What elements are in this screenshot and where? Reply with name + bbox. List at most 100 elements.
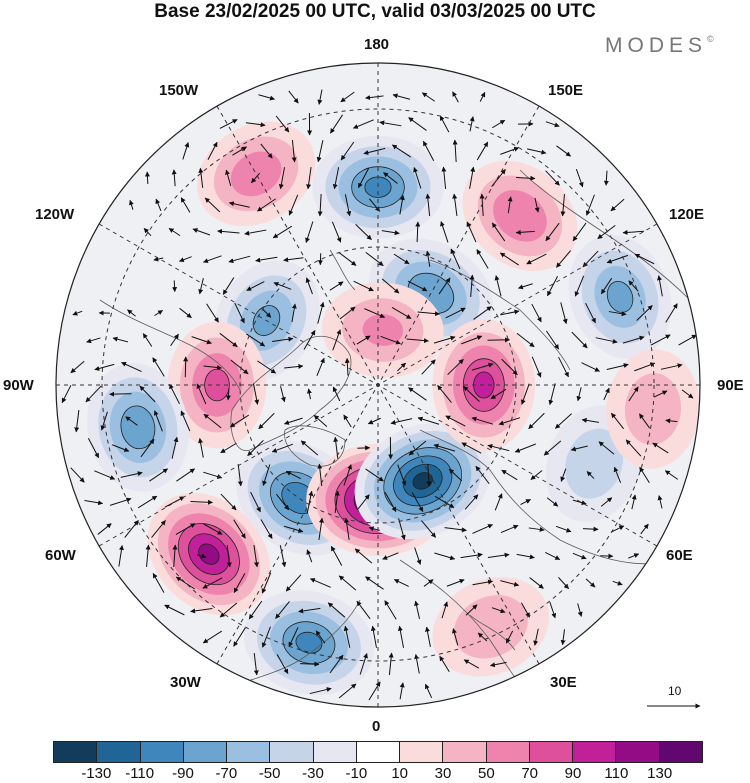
wind-arrow	[408, 117, 427, 131]
wind-arrow	[203, 413, 222, 429]
wind-arrow	[469, 116, 475, 132]
wind-arrow	[628, 386, 639, 402]
wind-arrow	[202, 630, 223, 644]
wind-arrow	[316, 357, 325, 376]
wind-arrow	[678, 334, 697, 346]
wind-arrow	[576, 387, 582, 402]
map-border	[55, 62, 701, 708]
wind-arrow	[414, 600, 420, 619]
wind-arrow	[180, 197, 191, 213]
wind-arrow	[560, 629, 566, 646]
wind-arrow	[291, 303, 297, 323]
wind-arrow	[171, 436, 179, 459]
wind-arrow	[344, 194, 352, 217]
lon-label-90e: 90E	[717, 377, 744, 394]
wind-arrow	[494, 275, 502, 297]
colorbar-swatch	[54, 742, 98, 762]
anomaly-north-pacific-low	[312, 135, 444, 239]
wind-arrow	[276, 654, 289, 675]
wind-arrow	[414, 547, 422, 565]
wind-arrow	[572, 499, 587, 506]
colorbar-tick-label: -70	[215, 765, 238, 782]
wind-arrow	[421, 359, 436, 375]
wind-arrow	[639, 466, 650, 484]
wind-arrow	[257, 360, 277, 374]
wind-arrow	[531, 303, 542, 323]
wind-arrow	[381, 230, 400, 236]
wind-arrow	[461, 442, 482, 454]
wind-arrow	[408, 387, 427, 401]
wind-arrow	[556, 145, 572, 157]
wind-arrow	[219, 602, 238, 618]
wind-arrow	[498, 417, 521, 426]
wind-arrow	[152, 572, 165, 593]
wind-arrow	[261, 572, 272, 594]
wind-arrow	[501, 469, 518, 481]
wind-arrow	[367, 417, 381, 425]
wind-arrow	[463, 386, 480, 402]
wind-arrow	[151, 520, 166, 538]
colorbar-tick-label: 10	[391, 765, 408, 782]
wind-arrow	[285, 574, 302, 592]
wind-arrow	[558, 356, 569, 378]
wind-arrow	[124, 520, 139, 538]
wind-arrow	[330, 114, 344, 134]
wind-arrow	[275, 115, 290, 133]
wind-arrow	[190, 499, 214, 505]
wind-arrow	[393, 253, 410, 265]
wind-arrow	[407, 280, 428, 292]
wind-arrow	[469, 166, 476, 189]
wind-arrow	[606, 254, 629, 264]
wind-arrow	[327, 602, 346, 618]
wind-arrow	[317, 89, 323, 105]
colorbar-tick-label: 50	[477, 765, 495, 782]
wind-arrow	[140, 438, 155, 458]
colorbar-swatch	[573, 742, 617, 762]
wind-arrow	[191, 336, 212, 345]
wind-arrow	[417, 416, 440, 425]
wind-arrow	[520, 498, 531, 506]
wind-arrow	[487, 443, 510, 452]
wind-arrow	[155, 198, 162, 212]
wind-arrow	[491, 607, 506, 614]
wind-arrow	[154, 309, 163, 317]
wind-arrow	[657, 495, 663, 509]
wind-arrow	[363, 147, 386, 155]
wind-arrow	[145, 544, 151, 568]
wind-arrow	[472, 579, 494, 586]
wind-arrow	[434, 552, 456, 561]
wind-arrow	[340, 91, 355, 103]
wind-arrow	[560, 302, 568, 325]
wind-arrow	[330, 545, 343, 566]
wind-arrow	[452, 193, 458, 216]
colorbar-swatch	[486, 742, 530, 762]
reference-vector-label: 10	[668, 684, 682, 698]
wind-arrow	[313, 414, 328, 428]
colorbar-swatch	[659, 742, 702, 762]
wind-arrow	[233, 627, 246, 647]
wind-arrow	[520, 383, 530, 405]
wind-arrow	[233, 519, 246, 539]
wind-arrow	[681, 389, 694, 399]
colorbar-swatch	[313, 742, 357, 762]
wind-arrow	[352, 119, 374, 129]
colorbar-tick-label: -130	[81, 765, 112, 782]
wind-arrow	[298, 607, 321, 614]
wind-arrow	[172, 280, 178, 293]
anomaly-iberia-low	[244, 590, 374, 696]
colorbar-tick-label: 90	[564, 765, 582, 782]
wind-arrow	[585, 578, 596, 588]
wind-arrow	[548, 383, 556, 406]
wind-arrow	[356, 335, 371, 345]
wind-arrow	[600, 277, 613, 295]
wind-arrow	[397, 625, 405, 648]
wind-arrow	[207, 141, 218, 160]
wind-arrow	[365, 468, 384, 482]
colorbar-swatch	[356, 742, 401, 762]
wind-arrow	[355, 223, 372, 241]
wind-arrow	[610, 525, 625, 533]
wind-arrow	[253, 545, 259, 568]
wind-arrow	[530, 470, 543, 480]
wind-arrow	[196, 383, 207, 405]
wind-arrow	[434, 495, 455, 509]
